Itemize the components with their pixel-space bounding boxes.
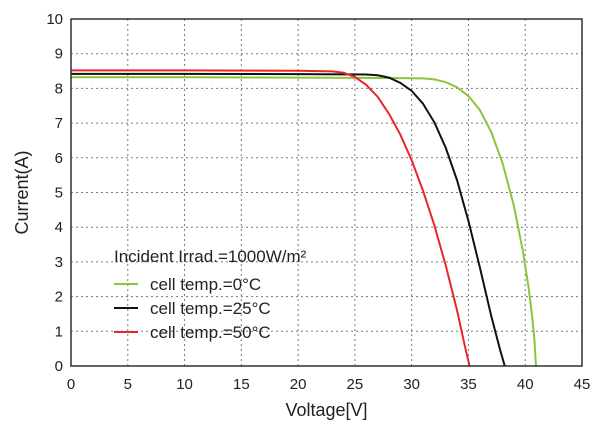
y-tick-label: 10 — [46, 11, 63, 28]
x-tick-label: 30 — [403, 376, 420, 393]
y-tick-label: 6 — [55, 150, 63, 167]
plot-frame — [70, 18, 583, 367]
y-tick-label: 0 — [55, 358, 63, 375]
legend-entry: cell temp.=0°C — [150, 275, 261, 294]
legend-entry: cell temp.=25°C — [150, 299, 271, 318]
y-axis-label: Current(A) — [12, 150, 32, 234]
x-tick-label: 25 — [347, 376, 364, 393]
x-tick-label: 0 — [67, 376, 75, 393]
y-tick-label: 7 — [55, 115, 63, 132]
y-tick-label: 3 — [55, 254, 63, 271]
y-tick-label: 8 — [55, 80, 63, 97]
x-tick-label: 45 — [574, 376, 591, 393]
legend-entry: cell temp.=50°C — [150, 323, 271, 342]
x-axis-label: Voltage[V] — [285, 400, 367, 420]
y-tick-label: 2 — [55, 289, 63, 306]
series-line-0 — [71, 76, 538, 367]
x-tick-label: 20 — [290, 376, 307, 393]
legend: Incident Irrad.=1000W/m² cell temp.=0°C c… — [114, 247, 307, 342]
series-curves — [71, 69, 538, 367]
y-tick-labels: 0 1 2 3 4 5 6 7 8 9 10 — [46, 11, 63, 375]
x-tick-label: 35 — [460, 376, 477, 393]
y-tick-label: 1 — [55, 323, 63, 340]
series-line-1 — [71, 72, 506, 367]
x-tick-labels: 0 5 10 15 20 25 30 35 40 45 — [67, 376, 591, 393]
legend-title: Incident Irrad.=1000W/m² — [114, 247, 307, 266]
x-tick-label: 15 — [233, 376, 250, 393]
y-tick-label: 5 — [55, 185, 63, 202]
series-line-2 — [71, 69, 471, 367]
y-tick-label: 9 — [55, 46, 63, 63]
x-tick-label: 40 — [517, 376, 534, 393]
grid — [71, 19, 582, 366]
x-tick-label: 5 — [124, 376, 132, 393]
y-tick-label: 4 — [55, 219, 63, 236]
x-tick-label: 10 — [176, 376, 193, 393]
